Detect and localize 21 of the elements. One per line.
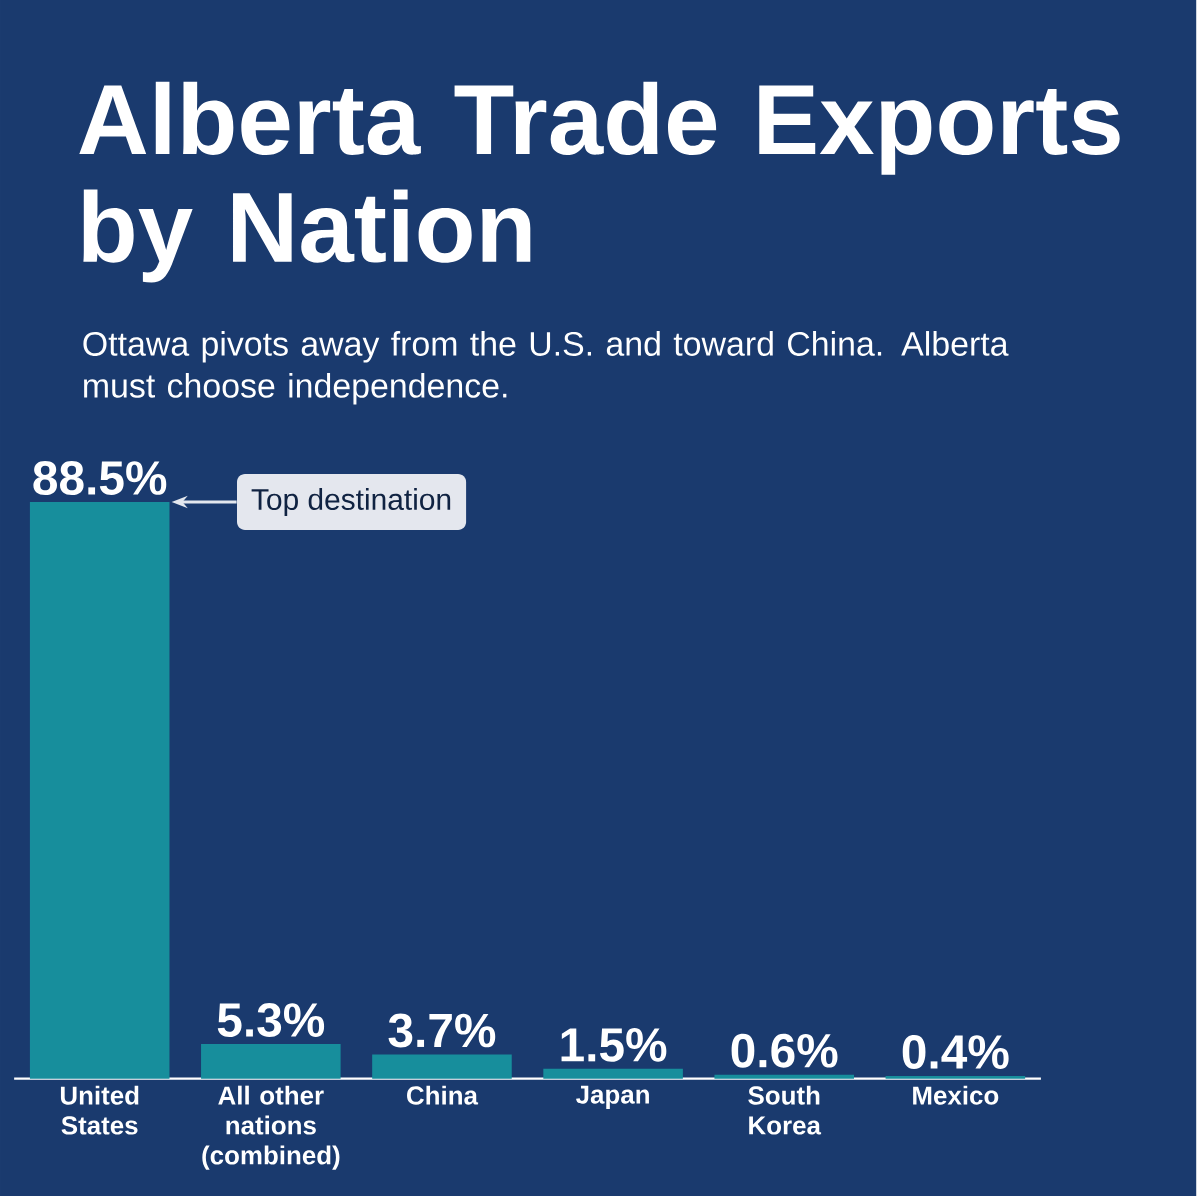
data-label: 3.7% [388,1013,496,1048]
data-label: 1.5% [561,1027,667,1062]
chart-title: Alberta Trade Exports by Nation [79,81,1120,283]
annotation: Top destination [251,487,451,516]
bar [29,501,170,1079]
data-label: 88.5% [33,460,167,495]
bar [372,1054,512,1079]
bar [885,1075,1026,1079]
x-tick-label: Japan [576,1085,649,1109]
chart-subtitle: Ottawa pivots away from the U.S. and toward China. Alberta must choose independence. [83,330,1009,405]
x-tick-label: South Korea [748,1085,822,1135]
data-label: 0.6% [731,1033,838,1068]
x-tick-label: United States [60,1085,139,1135]
x-tick-label: China [407,1085,479,1105]
data-label: 5.3% [217,1003,325,1037]
x-tick-label: Mexico [913,1085,999,1105]
data-label: 0.4% [902,1035,1009,1069]
x-tick-label: All other nations (combined) [202,1085,340,1170]
bar [714,1074,855,1079]
bar [543,1068,683,1079]
bar [201,1043,341,1079]
